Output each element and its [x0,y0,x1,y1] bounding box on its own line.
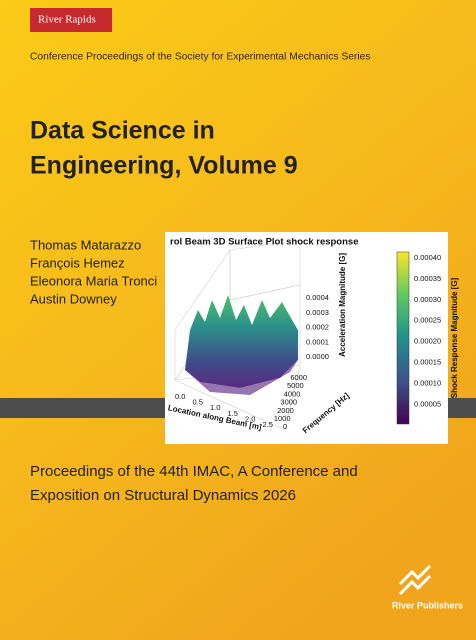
badge-text: River Rapids [38,14,96,26]
z-tick: 0.0000 [306,352,329,361]
author: Eleonora Maria Tronci [30,273,157,288]
publisher-logo [398,564,432,596]
figure-title: rol Beam 3D Surface Plot shock response [170,237,358,248]
colorbar-tick: 0.00030 [414,295,441,304]
x-tick: 1.5 [228,409,238,418]
publisher: River Publishers [392,600,463,610]
colorbar-tick: 0.00035 [414,274,441,283]
logo-stroke [398,574,432,596]
x-tick: 1.0 [210,403,220,412]
badge [30,8,112,32]
y-tick: 2000 [277,406,294,415]
subtitle-line: Exposition on Structural Dynamics 2026 [30,487,296,504]
author: Austin Downey [30,291,117,306]
axis [284,364,301,431]
logo-stroke [398,564,432,586]
colorbar-tick: 0.00010 [414,378,441,387]
author: Thomas Matarazzo [30,237,141,252]
surface-base [185,360,298,395]
z-tick: 0.0001 [306,337,329,346]
x-tick: 2.0 [245,414,255,423]
colorbar-tick: 0.00020 [414,337,441,346]
y-tick: 6000 [290,373,307,382]
colorbar-tick: 0.00040 [414,253,441,262]
y-tick: 5000 [287,381,304,390]
colorbar-tick: 0.00025 [414,316,441,325]
y-tick: 1000 [274,414,291,423]
colorbar-tick: 0.00015 [414,357,441,366]
surface [185,295,298,388]
colorbar-tick: 0.00005 [414,399,441,408]
z-tick: 0.0002 [306,323,329,332]
series: Conference Proceedings of the Society fo… [30,52,371,63]
x-tick: 0.0 [175,392,185,401]
plot-box [174,239,301,431]
z-tick: 0.0003 [306,308,329,317]
subtitle-line: Proceedings of the 44th IMAC, A Conferen… [30,463,358,480]
colorbar [396,251,410,425]
x-tick: 0.5 [193,398,203,407]
z-tick: 0.0004 [306,293,329,302]
colorbar-label: Shock Response Magnitude [G] [450,277,459,398]
y-tick: 0 [283,422,287,431]
y-tick: 3000 [280,398,297,407]
y-tick: 4000 [284,389,301,398]
title-line: Data Science in [30,117,215,145]
axis [174,379,286,431]
z-label: Acceleration Magnitude [G] [338,253,347,357]
title-line: Engineering, Volume 9 [30,152,298,180]
x-tick: 2.5 [263,420,273,429]
author: François Hemez [30,255,125,270]
